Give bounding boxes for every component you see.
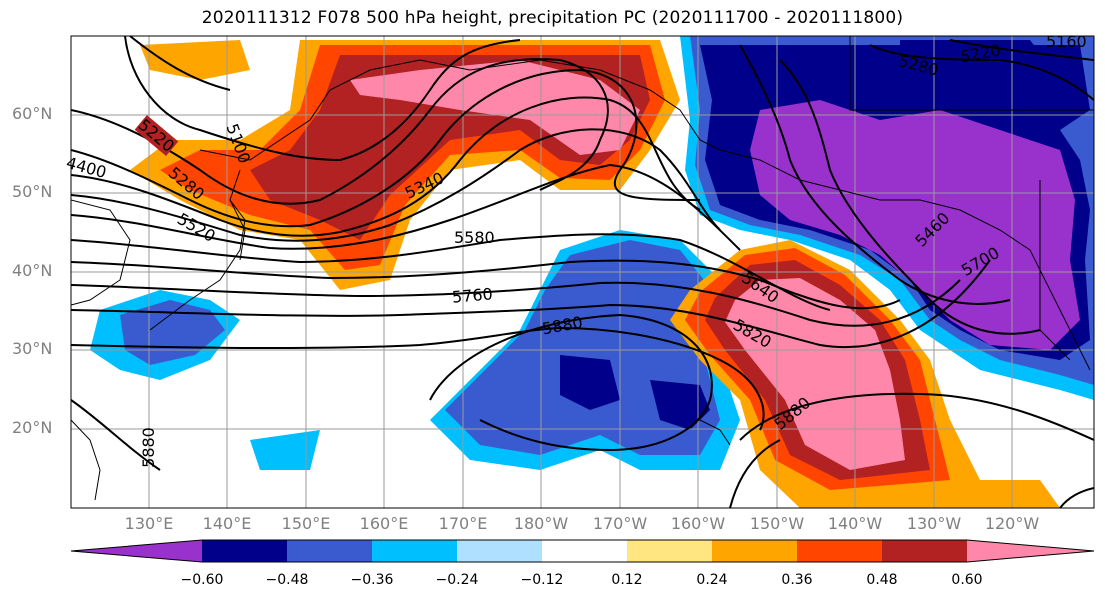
height-contours	[71, 36, 1094, 508]
colorbar	[70, 539, 1095, 563]
longitude-label: 150°E	[281, 514, 331, 533]
colorbar-tick-label: 0.60	[951, 572, 983, 588]
latitude-label: 40°N	[12, 261, 53, 280]
map-graticule	[71, 36, 1094, 508]
latitude-label: 20°N	[12, 418, 53, 437]
latitude-label: 60°N	[12, 104, 53, 123]
longitude-label: 120°W	[984, 514, 1040, 533]
longitude-label: 150°W	[749, 514, 805, 533]
latitude-label: 30°N	[12, 339, 53, 358]
longitude-label: 130°W	[906, 514, 962, 533]
negative-anomaly-east	[680, 36, 1094, 400]
colorbar-low-extension	[71, 540, 202, 562]
longitude-label: 140°E	[202, 514, 252, 533]
colorbar-tick-label: 0.12	[611, 572, 643, 588]
colorbar-tick-label: −0.12	[520, 572, 564, 588]
colorbar-tick-label: −0.24	[435, 572, 479, 588]
colorbar-high-extension	[967, 540, 1094, 562]
longitude-label: 170°E	[438, 514, 488, 533]
colorbar-tick-label: −0.48	[265, 572, 309, 588]
colorbar-tick-label: −0.60	[180, 572, 224, 588]
longitude-label: 170°W	[592, 514, 648, 533]
map-title: 2020111312 F078 500 hPa height, precipit…	[201, 8, 904, 28]
longitude-label: 180°W	[513, 514, 569, 533]
colorbar-tick-label: 0.36	[781, 572, 813, 588]
longitude-label: 160°E	[359, 514, 409, 533]
map-frame	[70, 35, 1095, 509]
longitude-label: 160°W	[670, 514, 726, 533]
colorbar-tick-label: 0.48	[866, 572, 898, 588]
longitude-label: 140°W	[827, 514, 883, 533]
colorbar-tick-label: 0.24	[696, 572, 728, 588]
longitude-label: 130°E	[124, 514, 174, 533]
colorbar-tick-label: −0.36	[350, 572, 394, 588]
latitude-label: 50°N	[12, 182, 53, 201]
